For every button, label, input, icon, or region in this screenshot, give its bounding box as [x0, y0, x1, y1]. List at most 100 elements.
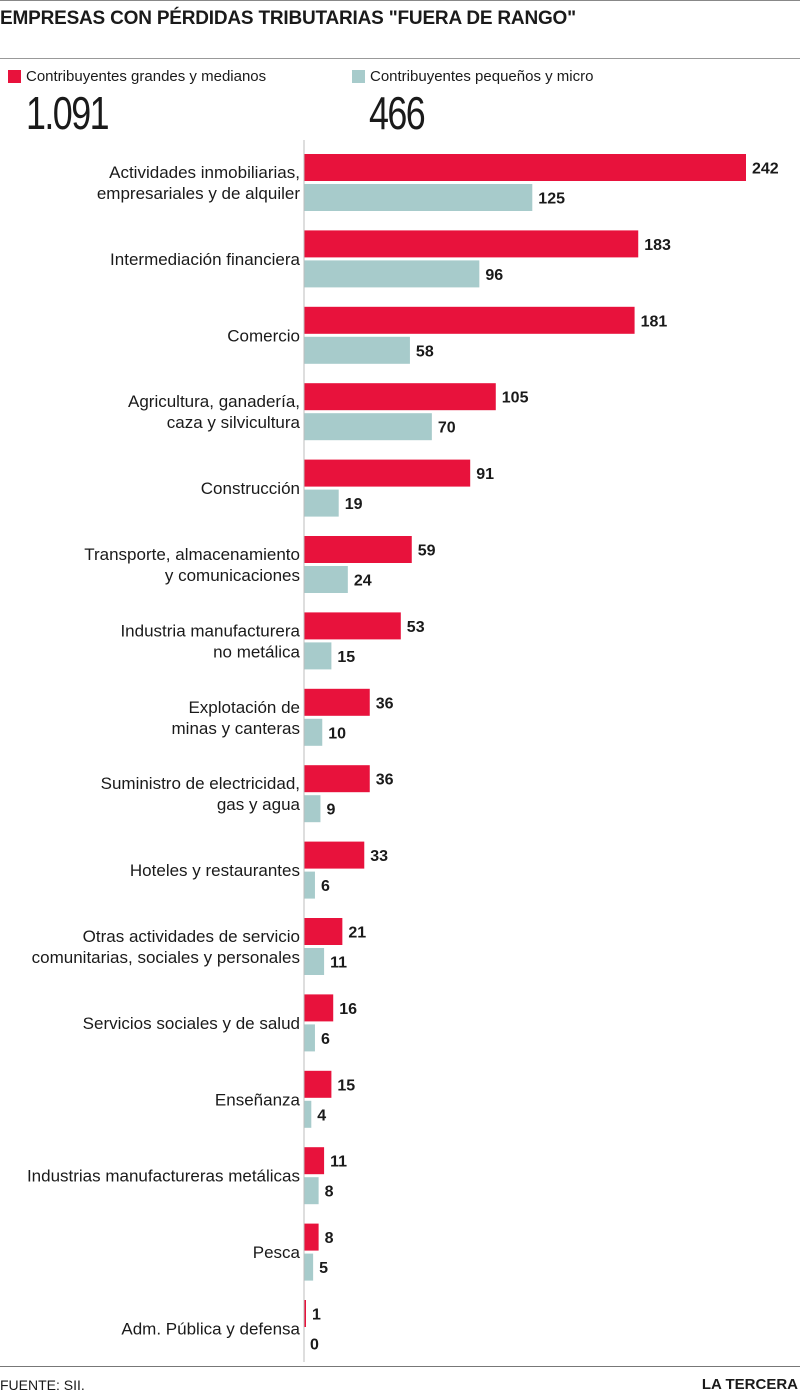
- title-divider: [0, 58, 800, 59]
- data-label: 0: [310, 1337, 319, 1354]
- category-label: Transporte, almacenamiento: [84, 545, 300, 564]
- data-label: 19: [345, 496, 363, 513]
- legend-item-small-micro: Contribuyentes pequeños y micro: [352, 68, 593, 85]
- bar-large-medium: [304, 536, 412, 563]
- data-label: 70: [438, 420, 456, 437]
- legend-total-small-micro: 466: [369, 87, 426, 139]
- bar-small-micro: [304, 336, 410, 364]
- data-label: 125: [538, 191, 565, 208]
- bar-large-medium: [304, 612, 401, 640]
- bar-small-micro: [304, 871, 315, 899]
- category-label: Suministro de electricidad,: [101, 774, 300, 793]
- legend-label-large-medium: Contribuyentes grandes y medianos: [26, 68, 267, 85]
- category-label: Adm. Pública y defensa: [121, 1320, 300, 1339]
- category-label: Enseñanza: [215, 1090, 301, 1109]
- bottom-rule: [0, 1366, 800, 1367]
- bar-small-micro: [304, 1177, 319, 1205]
- category-label: Explotación de: [188, 698, 300, 717]
- category-label: Industria manufacturera: [120, 621, 300, 640]
- category-label: Actividades inmobiliarias,: [109, 163, 300, 182]
- legend-item-large-medium: Contribuyentes grandes y medianos: [8, 68, 266, 85]
- bar-small-micro: [304, 948, 325, 975]
- bar-large-medium: [304, 383, 496, 411]
- bar-large-medium: [304, 918, 343, 945]
- bar-small-micro: [304, 718, 323, 746]
- category-label: Otras actividades de servicio: [83, 927, 300, 946]
- category-label: Industrias manufactureras metálicas: [27, 1167, 300, 1186]
- category-label: Servicios sociales y de salud: [83, 1014, 300, 1033]
- category-label: Hoteles y restaurantes: [130, 861, 300, 880]
- category-label: Pesca: [253, 1243, 301, 1262]
- data-label: 6: [321, 878, 330, 895]
- data-label: 181: [641, 313, 668, 330]
- bar-small-micro: [304, 642, 332, 670]
- bar-small-micro: [304, 1100, 312, 1128]
- chart-title: EMPRESAS CON PÉRDIDAS TRIBUTARIAS "FUERA…: [0, 8, 576, 29]
- data-label: 11: [330, 1154, 347, 1171]
- source-note: FUENTE: SII.: [0, 1377, 85, 1393]
- data-label: 8: [325, 1230, 334, 1247]
- data-label: 242: [752, 161, 779, 178]
- data-label: 105: [502, 390, 529, 407]
- bar-large-medium: [304, 841, 365, 869]
- data-label: 15: [337, 649, 355, 666]
- legend-swatch-small-micro: [352, 70, 365, 83]
- category-label: no metálica: [213, 642, 300, 661]
- legend-label-small-micro: Contribuyentes pequeños y micro: [370, 68, 594, 85]
- data-label: 10: [328, 725, 346, 742]
- bar-large-medium: [304, 1300, 306, 1327]
- bar-large-medium: [304, 230, 639, 258]
- data-label: 8: [325, 1184, 334, 1201]
- bar-large-medium: [304, 765, 370, 793]
- bar-large-medium: [304, 306, 635, 334]
- bar-large-medium: [304, 1070, 332, 1098]
- data-label: 1: [312, 1307, 321, 1324]
- bar-small-micro: [304, 184, 533, 211]
- bar-small-micro: [304, 1253, 314, 1281]
- category-label: Agricultura, ganadería,: [128, 392, 300, 411]
- data-label: 33: [370, 848, 388, 865]
- category-label: comunitarias, sociales y personales: [32, 948, 300, 967]
- bar-large-medium: [304, 994, 334, 1022]
- category-label: minas y canteras: [172, 719, 301, 738]
- category-label: empresariales y de alquiler: [97, 184, 300, 203]
- data-label: 5: [319, 1260, 328, 1277]
- data-label: 96: [485, 267, 503, 284]
- category-label: Intermediación financiera: [110, 250, 300, 269]
- bar-large-medium: [304, 1223, 319, 1251]
- category-label: Comercio: [227, 326, 300, 345]
- bar-large-medium: [304, 688, 370, 716]
- data-label: 24: [354, 573, 372, 590]
- data-label: 183: [644, 237, 671, 254]
- data-label: 15: [337, 1077, 355, 1094]
- data-label: 21: [348, 925, 366, 942]
- category-label: Construcción: [201, 479, 300, 498]
- bar-small-micro: [304, 566, 348, 593]
- data-label: 59: [418, 543, 436, 560]
- data-label: 36: [376, 772, 394, 789]
- data-label: 16: [339, 1001, 357, 1018]
- bar-small-micro: [304, 1024, 315, 1052]
- data-label: 9: [326, 802, 335, 819]
- bar-small-micro: [304, 795, 321, 823]
- legend-total-large-medium: 1.091: [26, 87, 110, 139]
- bar-large-medium: [304, 459, 471, 487]
- data-label: 91: [476, 466, 494, 483]
- category-label: caza y silvicultura: [167, 413, 301, 432]
- data-label: 4: [317, 1107, 326, 1124]
- top-rule: [0, 0, 800, 1]
- bar-small-micro: [304, 413, 432, 441]
- bar-small-micro: [304, 260, 480, 288]
- data-label: 36: [376, 695, 394, 712]
- bar-large-medium: [304, 1147, 325, 1175]
- data-label: 58: [416, 343, 434, 360]
- data-label: 53: [407, 619, 425, 636]
- category-label: gas y agua: [217, 795, 301, 814]
- publisher-brand: LA TERCERA: [701, 1376, 798, 1393]
- bar-chart: Actividades inmobiliarias, empresariales …: [27, 140, 779, 1362]
- bar-large-medium: [304, 154, 746, 181]
- bar-small-micro: [304, 489, 339, 517]
- data-label: 11: [330, 955, 347, 972]
- legend-swatch-large-medium: [8, 70, 21, 83]
- category-label: y comunicaciones: [165, 566, 300, 585]
